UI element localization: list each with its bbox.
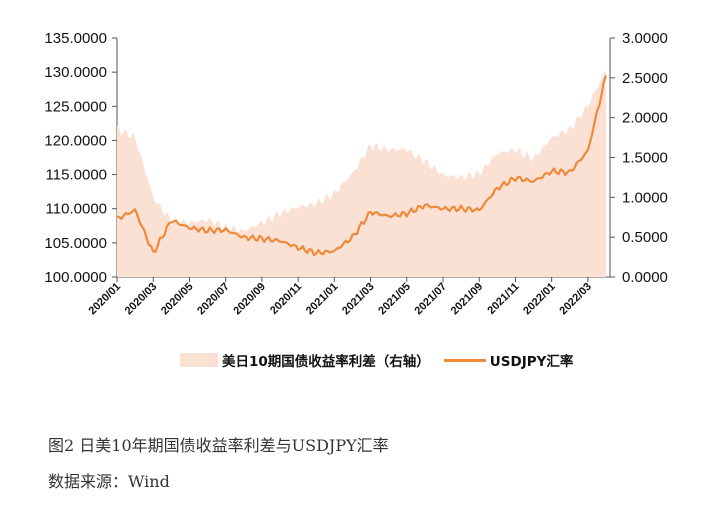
- right-tick-label: 3.0000: [622, 30, 668, 47]
- left-tick-label: 130.0000: [44, 64, 107, 81]
- x-tick-label: 2020/07: [195, 281, 232, 318]
- x-tick-label: 2021/05: [376, 281, 413, 318]
- tick-labels: 100.0000 105.0000 110.0000 115.0000 120.0000…: [44, 30, 667, 317]
- right-tick-label: 0.5000: [622, 229, 668, 246]
- right-tick-label: 2.5000: [622, 70, 668, 87]
- x-tick-label: 2020/05: [159, 281, 196, 318]
- left-tick-label: 120.0000: [44, 132, 107, 149]
- figure-source: 数据来源：Wind: [48, 472, 170, 491]
- right-tick-label: 1.5000: [622, 150, 668, 167]
- x-tick-label: 2021/07: [413, 281, 450, 318]
- left-tick-label: 135.0000: [44, 30, 107, 47]
- chart: 100.0000 105.0000 110.0000 115.0000 120.0000…: [44, 30, 667, 317]
- legend: 美日10期国债收益率利差（右轴） USDJPY汇率: [180, 350, 573, 370]
- left-tick-label: 105.0000: [44, 235, 107, 252]
- legend-line-swatch: [443, 358, 486, 362]
- x-tick-label: 2020/11: [268, 281, 304, 317]
- x-tick-label: 2021/11: [485, 281, 521, 317]
- right-tick-label: 1.0000: [622, 189, 668, 206]
- usdjpy-line: [116, 75, 608, 257]
- legend-area-swatch: [180, 353, 218, 367]
- x-tick-label: 2020/03: [123, 281, 160, 318]
- left-tick-label: 110.0000: [46, 201, 107, 218]
- right-tick-label: 0.0000: [622, 269, 668, 286]
- x-tick-label: 2022/01: [521, 281, 558, 318]
- x-tick-label: 2020/09: [231, 281, 268, 318]
- x-tick-label: 2020/01: [87, 281, 124, 318]
- left-tick-label: 115.0000: [46, 167, 107, 184]
- left-tick-label: 100.0000: [44, 269, 107, 286]
- left-tick-label: 125.0000: [44, 98, 107, 115]
- x-tick-label: 2021/09: [449, 281, 486, 318]
- right-tick-label: 2.0000: [622, 110, 668, 127]
- legend-area-label: 美日10期国债收益率利差（右轴）: [222, 354, 430, 370]
- x-tick-label: 2022/03: [557, 281, 594, 318]
- yield-spread-area: [117, 69, 606, 278]
- x-tick-label: 2021/03: [340, 281, 377, 318]
- figure-title: 图2 日美10年期国债收益率利差与USDJPY汇率: [48, 436, 389, 455]
- x-tick-label: 2021/01: [304, 281, 341, 318]
- legend-line-label: USDJPY汇率: [489, 354, 574, 370]
